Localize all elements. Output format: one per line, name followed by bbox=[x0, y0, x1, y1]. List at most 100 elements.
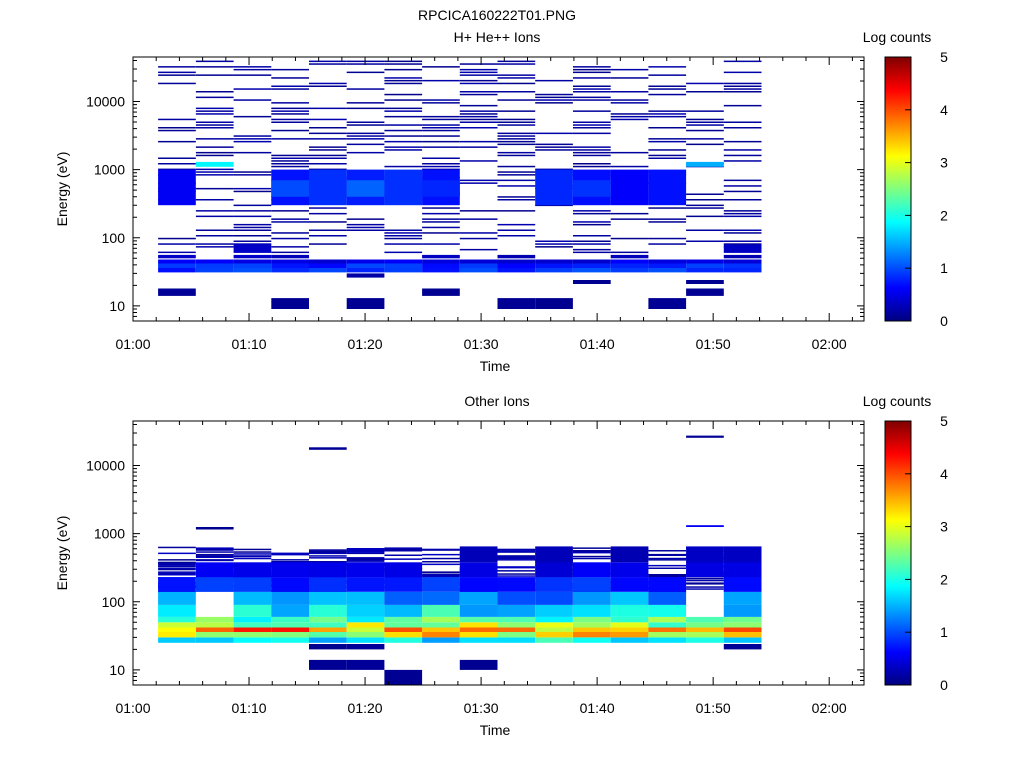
heatmap-cell bbox=[422, 226, 460, 229]
heatmap-cell bbox=[648, 154, 687, 157]
heatmap-cell bbox=[233, 553, 272, 555]
x-axis-label: Time bbox=[480, 722, 511, 738]
heatmap-cell bbox=[686, 288, 724, 296]
heatmap-cell bbox=[271, 577, 309, 592]
heatmap-cell bbox=[723, 622, 762, 628]
heatmap-cell bbox=[158, 632, 196, 638]
heatmap-cell bbox=[346, 557, 385, 559]
heatmap-cell bbox=[346, 138, 385, 140]
heatmap-cell bbox=[535, 246, 573, 248]
heatmap-cell bbox=[686, 229, 724, 231]
heatmap-cell bbox=[573, 235, 611, 237]
x-tick-label: 01:40 bbox=[580, 336, 615, 352]
heatmap-cell bbox=[459, 115, 498, 118]
heatmap-cell bbox=[422, 622, 460, 628]
heatmap-cell bbox=[459, 79, 498, 82]
heatmap-cell bbox=[686, 577, 724, 580]
heatmap-cell bbox=[686, 268, 724, 273]
heatmap-cell bbox=[422, 553, 460, 556]
heatmap-cell bbox=[309, 627, 347, 632]
heatmap-cell bbox=[346, 552, 385, 555]
y-tick-label: 100 bbox=[102, 594, 126, 610]
heatmap-cell bbox=[723, 71, 762, 74]
heatmap-cell bbox=[158, 604, 196, 617]
y-tick-label: 10000 bbox=[86, 94, 125, 110]
heatmap-cell bbox=[233, 627, 272, 632]
heatmap-cell bbox=[535, 604, 573, 617]
heatmap-cell bbox=[158, 546, 196, 549]
heatmap-cell bbox=[497, 622, 536, 628]
heatmap-cell bbox=[233, 632, 272, 638]
heatmap-cell bbox=[309, 118, 347, 121]
heatmap-cell bbox=[723, 243, 762, 245]
colorbar-tick-label: 2 bbox=[940, 207, 948, 223]
heatmap-cell bbox=[648, 149, 687, 151]
heatmap-cell bbox=[422, 561, 460, 563]
heatmap-cell bbox=[384, 124, 423, 126]
heatmap-cell bbox=[459, 637, 498, 643]
heatmap-cell bbox=[535, 169, 573, 206]
heatmap-cell bbox=[573, 591, 611, 605]
heatmap-cell bbox=[271, 165, 309, 168]
heatmap-cell bbox=[723, 199, 762, 201]
y-tick-label: 1000 bbox=[94, 162, 125, 178]
heatmap-cell bbox=[535, 79, 573, 82]
heatmap-cell bbox=[271, 268, 309, 273]
heatmap-cell bbox=[573, 259, 611, 264]
heatmap-cell bbox=[610, 268, 649, 273]
heatmap-cell bbox=[233, 187, 272, 190]
heatmap-cell bbox=[195, 74, 234, 76]
colorbar-ticks: 0 1 2 3 4 5 bbox=[905, 49, 948, 329]
heatmap-cell bbox=[535, 263, 573, 268]
heatmap-cell bbox=[233, 204, 272, 207]
heatmap-cell bbox=[459, 627, 498, 632]
heatmap-cell bbox=[573, 85, 611, 87]
heatmap-cell bbox=[686, 143, 724, 146]
heatmap-cell bbox=[497, 548, 536, 551]
heatmap-cell bbox=[610, 616, 649, 623]
heatmap-cell bbox=[535, 93, 573, 96]
heatmap-cell bbox=[422, 221, 460, 223]
heatmap-cell bbox=[573, 604, 611, 617]
heatmap-cell bbox=[686, 562, 724, 578]
heatmap-cell bbox=[422, 99, 460, 101]
heatmap-cell bbox=[648, 110, 687, 112]
heatmap-cell bbox=[610, 68, 649, 71]
heatmap-cell bbox=[648, 218, 687, 220]
heatmap-cell bbox=[422, 563, 460, 566]
heatmap-cell bbox=[384, 268, 423, 273]
heatmap-cell bbox=[723, 215, 762, 218]
heatmap-cell bbox=[233, 577, 272, 592]
heatmap-cell bbox=[497, 132, 536, 135]
heatmap-cell bbox=[422, 207, 460, 209]
x-tick-label: 01:40 bbox=[580, 700, 615, 716]
heatmap-cell bbox=[195, 556, 234, 558]
heatmap-cell bbox=[271, 110, 309, 112]
heatmap-cell bbox=[309, 447, 347, 450]
heatmap-cell bbox=[723, 104, 762, 107]
heatmap-cell bbox=[648, 259, 687, 264]
heatmap-cell bbox=[233, 223, 272, 226]
heatmap-cell bbox=[195, 151, 234, 154]
heatmap-cell bbox=[158, 237, 196, 240]
heatmap-cell bbox=[610, 577, 649, 592]
heatmap-cell bbox=[309, 243, 347, 245]
heatmap-cell bbox=[233, 88, 272, 90]
heatmap-cell bbox=[309, 550, 347, 553]
heatmap-cell bbox=[384, 229, 423, 231]
heatmap-cells bbox=[158, 60, 762, 309]
heatmap-cell bbox=[233, 68, 272, 71]
y-tick-label: 10000 bbox=[86, 458, 125, 474]
heatmap-cell bbox=[686, 632, 724, 638]
heatmap-cell bbox=[723, 185, 762, 187]
heatmap-cell bbox=[271, 246, 309, 248]
heatmap-cell bbox=[573, 154, 611, 157]
heatmap-cell bbox=[195, 210, 234, 212]
heatmap-cell bbox=[195, 138, 234, 140]
heatmap-cell bbox=[309, 637, 347, 643]
heatmap-cell bbox=[459, 237, 498, 240]
heatmap-cell bbox=[422, 548, 460, 551]
heatmap-cell bbox=[610, 115, 649, 118]
heatmap-cell bbox=[723, 229, 762, 231]
heatmap-cell bbox=[271, 85, 309, 87]
